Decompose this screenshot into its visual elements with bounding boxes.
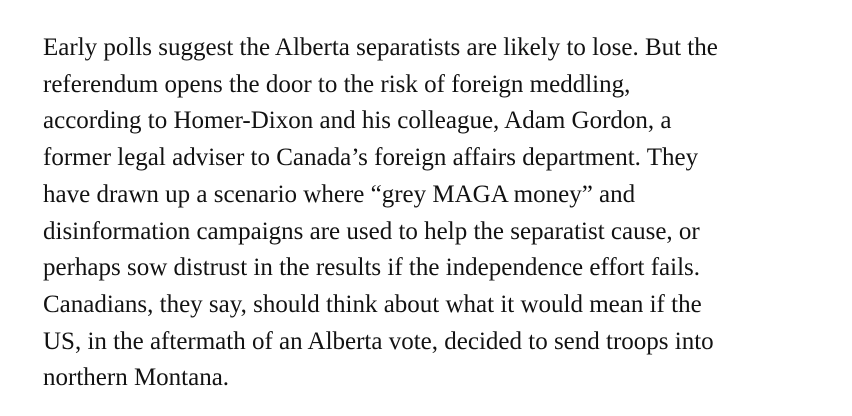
- paragraph-line: Early polls suggest the Alberta separati…: [43, 34, 718, 61]
- paragraph-line: disinformation campaigns are used to hel…: [43, 217, 700, 245]
- paragraph-line: Canadians, they say, should think about …: [43, 290, 702, 318]
- paragraph-line: perhaps sow distrust in the results if t…: [43, 254, 701, 282]
- paragraph-line: referendum opens the door to the risk of…: [43, 70, 631, 98]
- paragraph-line: former legal adviser to Canada’s foreign…: [43, 144, 699, 172]
- paragraph-line: have drawn up a scenario where “grey MAG…: [43, 180, 636, 208]
- paragraph-line: northern Montana.: [43, 364, 230, 392]
- paragraph-line: US, in the aftermath of an Alberta vote,…: [43, 327, 714, 355]
- article-paragraph: Early polls suggest the Alberta separati…: [43, 30, 718, 397]
- paragraph-line: according to Homer-Dixon and his colleag…: [43, 107, 672, 135]
